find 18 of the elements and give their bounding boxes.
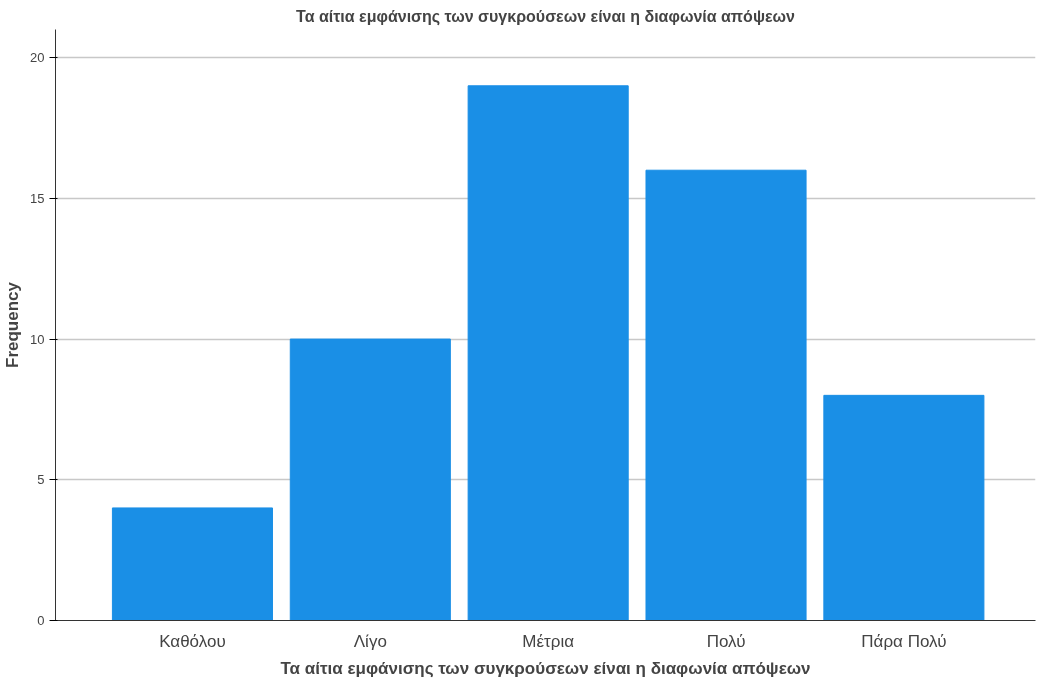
bar	[467, 85, 629, 621]
y-tick-label: 5	[37, 472, 45, 488]
bar	[111, 507, 273, 621]
y-tick-label: 20	[30, 50, 45, 66]
bar	[645, 169, 807, 621]
bar	[823, 394, 985, 621]
x-tick-label: Καθόλου	[159, 631, 226, 651]
y-tick-label: 0	[37, 613, 45, 628]
x-tick-label: Λίγο	[353, 631, 387, 651]
chart-title: Τα αίτια εμφάνισης των συγκρούσεων είναι η διαφωνία απόψεων	[296, 7, 796, 26]
x-tick-label: Πάρα Πολύ	[861, 631, 947, 651]
y-tick-label: 10	[30, 331, 45, 347]
x-tick-label: Πολύ	[706, 631, 746, 651]
bar	[289, 338, 451, 621]
x-axis-title: Τα αίτια εμφάνισης των συγκρούσεων είναι η διαφωνία απόψεων	[280, 658, 811, 678]
y-tick-label: 15	[30, 190, 45, 206]
x-tick-label: Μέτρια	[522, 631, 575, 651]
y-axis-title: Frequency	[3, 281, 23, 368]
